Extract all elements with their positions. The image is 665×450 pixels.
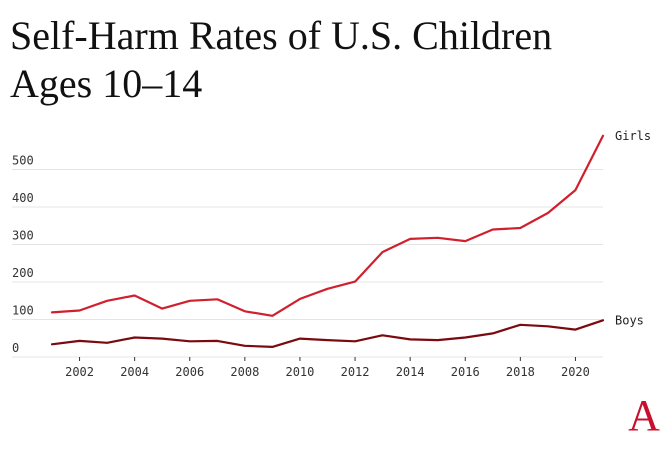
- grid-lines: [12, 169, 603, 358]
- series-label-girls: Girls: [615, 129, 651, 143]
- x-tick-label-2006: 2006: [175, 365, 204, 379]
- x-tick-label-2002: 2002: [65, 365, 94, 379]
- series-lines: [50, 134, 605, 348]
- x-tick-label-2004: 2004: [120, 365, 149, 379]
- chart-title-line-2: Ages 10–14: [10, 61, 203, 106]
- y-tick-label-200: 200: [12, 266, 34, 280]
- x-tick-label-2010: 2010: [285, 365, 314, 379]
- series-line-boys: [50, 319, 605, 348]
- x-tick-label-2008: 2008: [230, 365, 259, 379]
- y-tick-label-500: 500: [12, 154, 34, 168]
- y-tick-label-0: 0: [12, 341, 19, 355]
- atlantic-logo: A: [628, 391, 660, 440]
- y-tick-label-300: 300: [12, 229, 34, 243]
- x-tick-label-2016: 2016: [451, 365, 480, 379]
- series-label-boys: Boys: [615, 313, 644, 327]
- x-tick-label-2014: 2014: [396, 365, 425, 379]
- y-axis-ticks: 0 100 200 300 400 500: [12, 154, 34, 356]
- y-tick-label-400: 400: [12, 191, 34, 205]
- chart-title: Self-Harm Rates of U.S. Children Ages 10…: [10, 12, 630, 108]
- x-tick-label-2020: 2020: [561, 365, 590, 379]
- x-tick-label-2012: 2012: [341, 365, 370, 379]
- chart-title-line-1: Self-Harm Rates of U.S. Children: [10, 13, 553, 58]
- series-line-girls: [50, 134, 605, 317]
- y-tick-label-100: 100: [12, 304, 34, 318]
- x-axis-ticks: 2002 2004 2006 2008 2010 2012 2014 2016 2018 2020: [65, 357, 590, 379]
- x-tick-label-2018: 2018: [506, 365, 535, 379]
- series-labels: Girls Boys: [615, 129, 651, 328]
